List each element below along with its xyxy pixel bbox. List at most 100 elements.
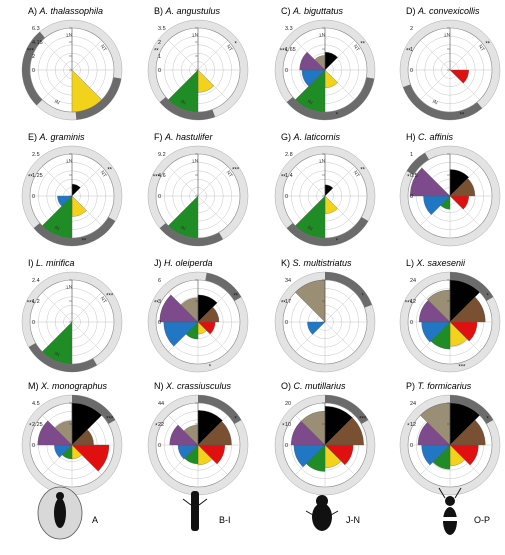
significance-stars: ** bbox=[281, 301, 286, 307]
beetle-leg bbox=[305, 510, 314, 516]
outer-ring-dark-arc bbox=[406, 152, 429, 175]
radial-axis-tick-label: 0 bbox=[158, 443, 161, 449]
sector-label: NT bbox=[443, 31, 450, 38]
outer-ring-dark-arc bbox=[450, 272, 494, 301]
radial-axis-tick-label: 44 bbox=[158, 401, 164, 407]
significance-stars: *** bbox=[280, 49, 288, 55]
significance-stars: *** bbox=[27, 49, 35, 55]
significance-stars: * bbox=[29, 424, 32, 430]
significance-stars: *** bbox=[359, 417, 367, 423]
significance-stars: *** bbox=[232, 168, 240, 174]
radial-axis-tick-label: 1 bbox=[410, 152, 413, 158]
panel-title: E) A. graminis bbox=[28, 132, 85, 142]
significance-stars: * bbox=[407, 424, 410, 430]
rose-panel: F) A. hastulifer 9.2 4.6 0 NT NT IN *** *** bbox=[147, 132, 249, 247]
significance-stars: ** bbox=[107, 168, 112, 174]
significance-stars: * bbox=[362, 294, 365, 300]
sector-label: NT bbox=[99, 170, 108, 179]
panel-title: P) T. formicarius bbox=[406, 381, 472, 391]
significance-stars: ** bbox=[28, 175, 33, 181]
radial-axis-tick-label: 3.3 bbox=[285, 26, 293, 32]
radial-axis-tick-label: 0 bbox=[410, 320, 413, 326]
sector-label: NT bbox=[99, 296, 108, 305]
panel-title: K) S. multistriatus bbox=[281, 258, 352, 268]
significance-stars: *** bbox=[27, 301, 35, 307]
rose-panel: E) A. graminis 2.5 1.25 0 NT NT IN ** ** ** bbox=[21, 132, 123, 247]
significance-stars: ** bbox=[460, 112, 465, 118]
outer-ring-dark-arc bbox=[159, 223, 223, 246]
radial-axis-tick-label: 0 bbox=[158, 320, 161, 326]
sector-label: NT bbox=[352, 170, 361, 179]
outer-ring-dark-arc bbox=[403, 84, 483, 120]
outer-ring-dark-arc bbox=[450, 395, 494, 424]
significance-stars: * bbox=[235, 42, 238, 48]
radial-axis-tick-label: 0 bbox=[285, 320, 288, 326]
significance-stars: ** bbox=[154, 49, 159, 55]
rose-slice bbox=[449, 195, 469, 210]
outer-ring-dark-arc bbox=[159, 97, 216, 120]
rose-slice bbox=[197, 444, 226, 465]
radial-axis-tick-label: 0 bbox=[32, 194, 35, 200]
significance-stars: * bbox=[487, 417, 490, 423]
rose-slice bbox=[410, 167, 451, 197]
radial-axis-tick-label: 22 bbox=[158, 422, 164, 428]
elongate-beetle-icon: B-I bbox=[182, 491, 231, 531]
sector-label: NT bbox=[99, 44, 108, 53]
rose-slice bbox=[449, 321, 478, 342]
significance-stars: * bbox=[407, 175, 410, 181]
radial-axis-tick-label: 2.5 bbox=[32, 152, 40, 158]
rose-slice bbox=[449, 296, 486, 323]
significance-stars: *** bbox=[405, 301, 413, 307]
radial-axis-tick-label: 12 bbox=[410, 299, 416, 305]
radial-axis-tick-label: 0 bbox=[32, 443, 35, 449]
legend-group-label: A bbox=[92, 515, 98, 525]
sector-label: IN bbox=[53, 351, 60, 359]
radial-axis-tick-label: 12 bbox=[410, 422, 416, 428]
legend-group-label: J-N bbox=[346, 515, 360, 525]
rose-slice bbox=[449, 69, 469, 84]
significance-stars: ** bbox=[406, 49, 411, 55]
radial-axis-tick-label: 1 bbox=[410, 47, 413, 53]
outer-ring-dark-arc bbox=[205, 272, 242, 301]
radial-axis-tick-label: 2.4 bbox=[32, 278, 40, 284]
rose-panel: D) A. convexicollis 2 1 0 NT NT IN ** ** ** bbox=[399, 6, 501, 121]
rose-slice bbox=[449, 444, 479, 466]
sector-label: IN bbox=[431, 99, 438, 107]
radial-axis-tick-label: 2 bbox=[410, 26, 413, 32]
significance-stars: ** bbox=[154, 301, 159, 307]
sector-label: IN bbox=[179, 225, 186, 233]
sector-label: IN bbox=[306, 225, 313, 233]
radial-axis-tick-label: 1.4 bbox=[285, 173, 293, 179]
sector-label: NT bbox=[225, 170, 234, 179]
outer-ring-dark-arc bbox=[28, 343, 98, 372]
sector-label: NT bbox=[191, 31, 198, 38]
significance-stars: * bbox=[336, 112, 339, 118]
rose-slice bbox=[37, 420, 73, 446]
rose-slice bbox=[42, 321, 73, 365]
sector-label: IN bbox=[179, 99, 186, 107]
sector-label: NT bbox=[65, 31, 72, 38]
rose-panel: P) T. formicarius 24 12 0 * * bbox=[399, 381, 501, 496]
radial-axis-tick-label: 0 bbox=[410, 194, 413, 200]
rose-panel: N) X. crassiusculus 44 22 0 * * bbox=[147, 381, 249, 496]
rose-slice bbox=[197, 444, 213, 466]
significance-stars: *** bbox=[106, 417, 114, 423]
sector-label: IN bbox=[53, 99, 60, 107]
radial-axis-tick-label: 0 bbox=[410, 68, 413, 74]
sector-label: NT bbox=[318, 157, 325, 164]
radial-axis-tick-label: 1.25 bbox=[32, 173, 43, 179]
radial-axis-tick-label: 3 bbox=[158, 299, 161, 305]
outer-ring-dark-arc bbox=[21, 31, 45, 106]
checkered-beetle-icon: O-P bbox=[438, 487, 490, 535]
outer-ring-dark-arc bbox=[198, 395, 242, 424]
ant-on-bark-icon: A bbox=[37, 486, 98, 540]
radial-axis-tick-label: 10 bbox=[285, 422, 291, 428]
significance-stars: ** bbox=[360, 42, 365, 48]
